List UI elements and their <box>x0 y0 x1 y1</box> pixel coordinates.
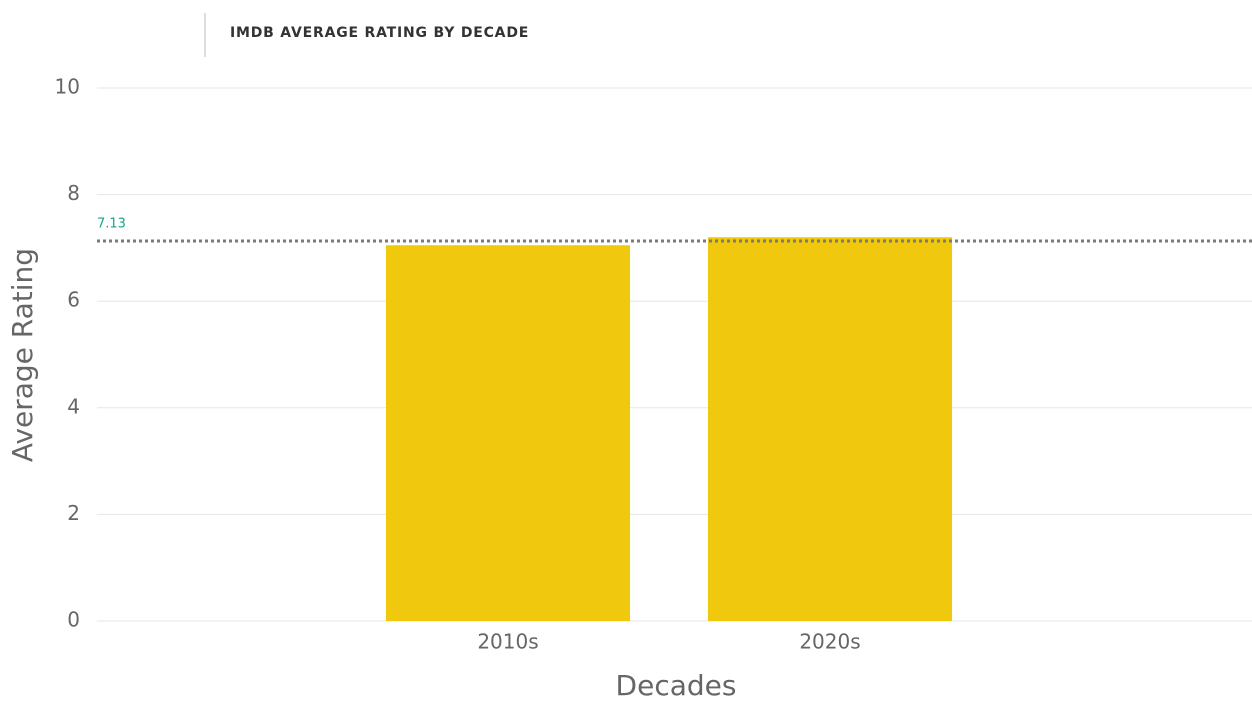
y-tick-label: 4 <box>67 394 80 418</box>
bar <box>385 245 631 622</box>
x-tick-label: 2020s <box>799 630 860 654</box>
y-axis-label: Average Rating <box>6 248 39 462</box>
y-tick-label: 0 <box>67 608 80 632</box>
chart-title: IMDB AVERAGE RATING BY DECADE <box>230 25 529 41</box>
y-tick-label: 8 <box>67 181 80 205</box>
x-tick-label: 2010s <box>477 630 538 654</box>
y-tick-label: 2 <box>67 501 80 525</box>
reference-label: 7.13 <box>97 216 126 231</box>
y-tick-label: 6 <box>67 288 80 312</box>
y-tick-label: 10 <box>55 75 80 99</box>
x-axis-label: Decades <box>616 669 737 702</box>
bar <box>707 237 953 622</box>
